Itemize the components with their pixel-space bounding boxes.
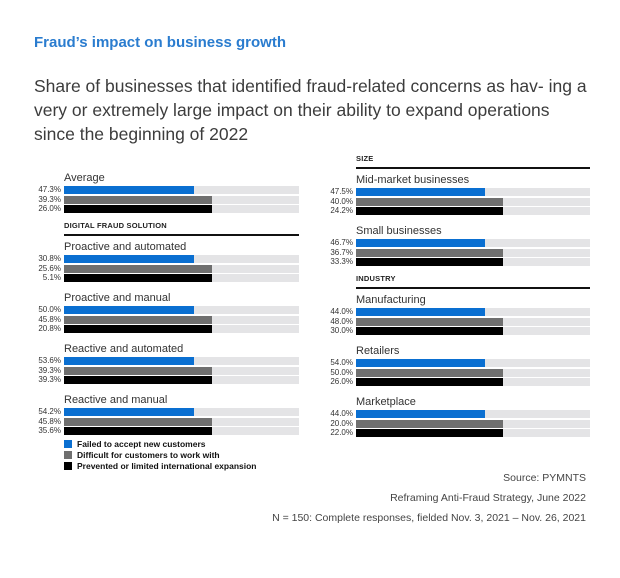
bar-prevented xyxy=(64,325,213,333)
section-rule xyxy=(356,167,590,169)
value-label: 26.0% xyxy=(38,204,61,213)
group-label: Mid-market businesses xyxy=(356,174,470,186)
value-label: 22.0% xyxy=(330,428,353,437)
value-label: 5.1% xyxy=(42,273,61,282)
bar-difficult xyxy=(356,248,504,257)
legend-item-prevented: Prevented or limited international expan… xyxy=(64,460,256,471)
bar-failed xyxy=(64,408,194,416)
bar-difficult xyxy=(64,417,213,426)
value-label: 46.7% xyxy=(330,238,353,247)
section-heading: DIGITAL FRAUD SOLUTION xyxy=(64,221,167,230)
bar-failed xyxy=(356,188,486,196)
bar-difficult xyxy=(356,317,504,326)
bar-difficult xyxy=(64,366,213,375)
group-label: Retailers xyxy=(356,345,400,357)
chart-subtitle: Share of businesses that identified frau… xyxy=(34,76,587,144)
legend-label: Failed to accept new customers xyxy=(77,438,206,449)
legend-swatch-failed xyxy=(64,439,72,448)
bar-prevented xyxy=(64,427,213,435)
section-rule xyxy=(356,287,590,289)
legend-item-failed: Failed to accept new customers xyxy=(64,438,256,449)
value-label: 47.3% xyxy=(38,185,61,194)
group-label: Reactive and automated xyxy=(64,343,184,355)
legend-swatch-difficult xyxy=(64,450,72,459)
bar-prevented xyxy=(64,376,213,384)
bar-prevented xyxy=(356,327,504,335)
bar-prevented xyxy=(64,205,213,213)
group-label: Small businesses xyxy=(356,225,442,237)
value-label: 48.0% xyxy=(330,316,353,326)
legend-item-difficult: Difficult for customers to work with xyxy=(64,449,256,460)
bar-failed xyxy=(64,255,194,263)
value-label: 44.0% xyxy=(330,409,353,418)
value-label: 50.0% xyxy=(38,305,61,314)
bar-prevented xyxy=(356,258,504,266)
value-label: 24.2% xyxy=(330,206,353,215)
bar-prevented xyxy=(356,429,504,437)
group-label: Proactive and manual xyxy=(64,292,171,304)
legend-label: Difficult for customers to work with xyxy=(77,449,220,460)
value-label: 39.3% xyxy=(38,365,61,375)
bar-failed xyxy=(356,359,486,367)
section-heading: INDUSTRY xyxy=(356,274,396,283)
legend: Failed to accept new customers Difficult… xyxy=(64,438,256,471)
value-label: 50.0% xyxy=(330,367,353,377)
value-label: 40.0% xyxy=(330,196,353,206)
group-label: Marketplace xyxy=(356,396,416,408)
section-heading: SIZE xyxy=(356,154,374,163)
bar-failed xyxy=(64,306,194,314)
value-label: 44.0% xyxy=(330,307,353,316)
value-label: 53.6% xyxy=(38,356,61,365)
bar-failed xyxy=(64,357,194,365)
bar-difficult xyxy=(356,419,504,428)
value-label: 54.0% xyxy=(330,358,353,367)
value-label: 33.3% xyxy=(330,257,353,266)
bar-difficult xyxy=(356,368,504,377)
value-label: 45.8% xyxy=(38,416,61,426)
bar-difficult xyxy=(64,264,213,273)
value-label: 20.0% xyxy=(330,418,353,428)
value-label: 54.2% xyxy=(38,407,61,416)
value-label: 30.8% xyxy=(38,254,61,263)
group-label: Manufacturing xyxy=(356,294,426,306)
bar-difficult xyxy=(356,197,504,206)
group-label: Average xyxy=(64,172,105,184)
footer: Source: PYMNTS Reframing Anti-Fraud Stra… xyxy=(272,468,586,528)
value-label: 20.8% xyxy=(38,324,61,333)
value-label: 39.3% xyxy=(38,194,61,204)
group-label: Proactive and automated xyxy=(64,241,187,253)
value-label: 35.6% xyxy=(38,426,61,435)
bar-failed xyxy=(356,308,486,316)
value-label: 25.6% xyxy=(38,263,61,273)
value-label: 39.3% xyxy=(38,375,61,384)
legend-swatch-prevented xyxy=(64,461,72,470)
value-label: 36.7% xyxy=(330,247,353,257)
value-label: 26.0% xyxy=(330,377,353,386)
report-note: Reframing Anti-Fraud Strategy, June 2022 xyxy=(390,492,586,504)
bar-failed xyxy=(356,410,486,418)
chart-title: Fraud’s impact on business growth xyxy=(34,34,286,51)
bar-prevented xyxy=(356,207,504,215)
bar-prevented xyxy=(356,378,504,386)
value-label: 47.5% xyxy=(330,187,353,196)
source-note: Source: PYMNTS xyxy=(503,472,586,484)
legend-label: Prevented or limited international expan… xyxy=(77,460,257,471)
value-label: 45.8% xyxy=(38,314,61,324)
bar-difficult xyxy=(64,315,213,324)
section-rule xyxy=(64,234,299,236)
bar-difficult xyxy=(64,195,213,204)
bar-failed xyxy=(64,186,194,194)
bar-prevented xyxy=(64,274,213,282)
bar-failed xyxy=(356,239,486,247)
value-label: 30.0% xyxy=(330,326,353,335)
sample-note: N = 150: Complete responses, fielded Nov… xyxy=(272,512,586,524)
group-label: Reactive and manual xyxy=(64,394,168,406)
